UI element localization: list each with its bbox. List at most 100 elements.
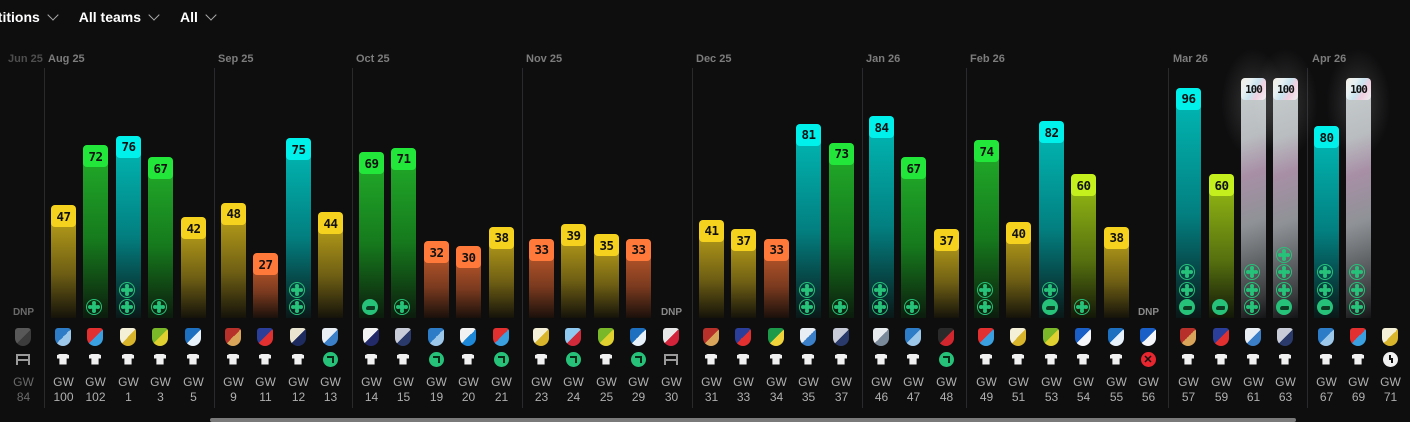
rating-badge: 27 <box>253 253 278 276</box>
shirt-icon <box>600 353 612 365</box>
competitions-filter[interactable]: etitions <box>0 9 59 25</box>
rating-bar[interactable] <box>359 152 384 318</box>
game-column[interactable]: 32 GW 19 <box>424 0 449 422</box>
game-column[interactable]: 39 GW 24 <box>561 0 586 422</box>
game-column[interactable]: 69 GW 14 <box>359 0 384 422</box>
gw-number: 46 <box>874 390 889 404</box>
horizontal-scrollbar-track[interactable] <box>0 416 1410 422</box>
game-column[interactable]: DNP GW 84 <box>11 0 36 422</box>
shirt-icon <box>227 353 239 365</box>
game-column[interactable]: 75 GW 12 <box>286 0 311 422</box>
gameweek-label: GW 47 <box>895 375 932 405</box>
game-column[interactable]: 71 GW 15 <box>391 0 416 422</box>
game-column[interactable]: 73 GW 37 <box>829 0 854 422</box>
rating-bar[interactable] <box>148 157 173 318</box>
game-column[interactable]: 84 GW 46 <box>869 0 894 422</box>
gw-number: 19 <box>429 390 444 404</box>
rating-bar[interactable] <box>901 157 926 318</box>
rating-bar[interactable] <box>391 147 416 318</box>
game-column[interactable]: 35 GW 25 <box>594 0 619 422</box>
game-column[interactable]: 41 GW 31 <box>699 0 724 422</box>
horizontal-scrollbar-thumb[interactable] <box>210 418 1296 422</box>
rating-bar[interactable] <box>83 145 108 318</box>
rating-bar[interactable] <box>1209 174 1234 318</box>
game-column[interactable]: 76 GW 1 <box>116 0 141 422</box>
gw-prefix: GW <box>118 375 139 389</box>
gameweek-label: GW 14 <box>353 375 390 405</box>
shirt-icon <box>1247 353 1259 365</box>
shirt-icon <box>1110 353 1122 365</box>
gw-number: 20 <box>461 390 476 404</box>
game-column[interactable]: 37 GW 48 <box>934 0 959 422</box>
gw-prefix: GW <box>361 375 382 389</box>
game-column[interactable]: 100 GW 63 <box>1253 0 1318 422</box>
gameweek-label: GW 51 <box>1000 375 1037 405</box>
game-column[interactable]: 33 GW 23 <box>529 0 554 422</box>
game-column[interactable]: 40 GW 51 <box>1006 0 1031 422</box>
rating-badge: 72 <box>83 145 108 168</box>
game-column[interactable]: 67 GW 47 <box>901 0 926 422</box>
game-column[interactable]: 81 GW 35 <box>796 0 821 422</box>
game-column[interactable]: DNP GW 30 <box>659 0 684 422</box>
game-column[interactable]: 80 GW 67 <box>1314 0 1339 422</box>
red-checker-crest-icon <box>978 328 994 346</box>
game-column[interactable]: 42 GW 5 <box>181 0 206 422</box>
game-column[interactable]: 27 GW 11 <box>253 0 278 422</box>
game-column[interactable]: 38 GW 21 <box>489 0 514 422</box>
shirt-icon <box>835 353 847 365</box>
shirt-icon <box>365 353 377 365</box>
game-column[interactable]: 67 GW 3 <box>148 0 173 422</box>
gameweek-label: GW 5 <box>175 375 212 405</box>
status-icon <box>322 351 338 367</box>
teams-filter[interactable]: All teams <box>79 9 160 25</box>
gw-prefix: GW <box>1008 375 1029 389</box>
game-column[interactable]: 72 GW 102 <box>83 0 108 422</box>
rating-bar[interactable] <box>829 142 854 318</box>
status-icon <box>768 351 784 367</box>
game-column[interactable]: 48 GW 9 <box>221 0 246 422</box>
game-column[interactable]: 82 GW 53 <box>1039 0 1064 422</box>
shirt-icon <box>705 353 717 365</box>
status-icon <box>598 351 614 367</box>
game-column[interactable]: 30 GW 20 <box>456 0 481 422</box>
game-column[interactable]: 100 GW 69 <box>1326 0 1391 422</box>
game-column[interactable]: 33 GW 29 <box>626 0 651 422</box>
game-column[interactable]: 37 GW 33 <box>731 0 756 422</box>
game-column[interactable]: 96 GW 57 <box>1176 0 1201 422</box>
gw-number: 31 <box>704 390 719 404</box>
dnp-label: DNP <box>1137 307 1160 318</box>
gameweek-label: GW 21 <box>483 375 520 405</box>
position-filter[interactable]: All <box>180 9 217 25</box>
month-label: Jan 26 <box>866 53 901 65</box>
game-column[interactable]: 38 GW 55 <box>1104 0 1129 422</box>
rating-bar[interactable] <box>1071 174 1096 318</box>
game-column[interactable]: 60 GW 54 <box>1071 0 1096 422</box>
substitute-in-icon <box>493 351 509 367</box>
rating-badge: 69 <box>359 152 384 175</box>
rating-badge: 100 <box>1346 78 1371 100</box>
game-column[interactable]: 33 GW 34 <box>764 0 789 422</box>
rating-badge: 32 <box>424 241 449 264</box>
goal-ball-icon <box>1179 281 1195 298</box>
game-column[interactable]: 60 GW 59 <box>1209 0 1234 422</box>
game-column[interactable]: DNP ✕ GW 56 <box>1136 0 1161 422</box>
rating-badge: 38 <box>489 226 514 249</box>
game-column[interactable]: 44 GW 13 <box>318 0 343 422</box>
goal-ball-icon <box>904 299 920 315</box>
game-column[interactable]: 100 GW 61 <box>1221 0 1286 422</box>
striped-crest-icon <box>15 328 31 346</box>
goal-ball-icon <box>977 281 993 298</box>
gameweek-label: GW 31 <box>693 375 730 405</box>
rating-badge: 84 <box>869 116 894 139</box>
game-column[interactable]: GW 71 <box>1378 0 1403 422</box>
game-column[interactable]: 74 GW 49 <box>974 0 999 422</box>
blue-g-crest-icon <box>1140 328 1156 346</box>
gameweek-label: GW 19 <box>418 375 455 405</box>
rating-badge: 80 <box>1314 126 1339 148</box>
game-column[interactable]: 47 GW 100 <box>51 0 76 422</box>
gw-prefix: GW <box>1243 375 1264 389</box>
gameweek-label: GW 53 <box>1033 375 1070 405</box>
gameweek-label: GW 37 <box>823 375 860 405</box>
gw-number: 54 <box>1076 390 1091 404</box>
